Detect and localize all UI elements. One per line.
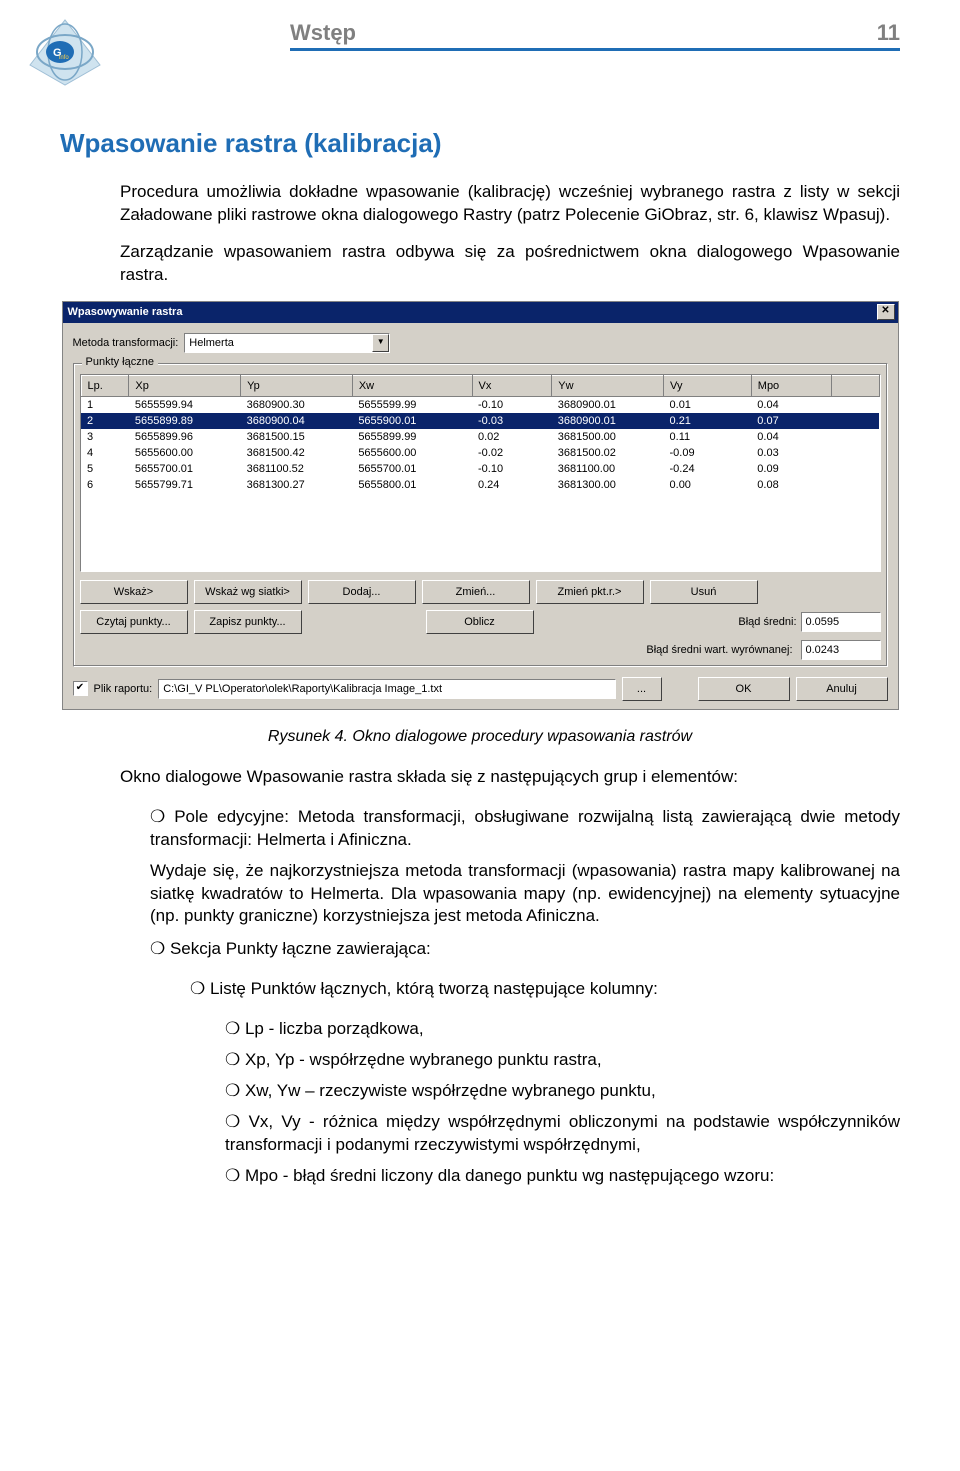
svg-text:info: info: [59, 55, 69, 61]
wska-button[interactable]: Wskaż>: [80, 580, 188, 604]
table-row[interactable]: 65655799.713681300.275655800.010.2436813…: [81, 477, 879, 493]
table-header[interactable]: Xp: [129, 375, 241, 396]
list-item: Xw, Yw – rzeczywiste współrzędne wybrane…: [225, 1080, 900, 1103]
raster-fit-dialog: Wpasowywanie rastra ✕ Metoda transformac…: [62, 301, 899, 710]
list-item: Listę Punktów łącznych, którą tworzą nas…: [190, 978, 900, 1001]
list-item: Vx, Vy - różnica między współrzędnymi ob…: [225, 1111, 900, 1157]
table-header[interactable]: [831, 375, 879, 396]
table-header[interactable]: Mpo: [751, 375, 831, 396]
chevron-down-icon[interactable]: ▼: [372, 334, 389, 352]
err-adj-field: 0.0243: [801, 640, 881, 660]
list-item: Xp, Yp - współrzędne wybranego punktu ra…: [225, 1049, 900, 1072]
table-row[interactable]: 35655899.963681500.155655899.990.0236815…: [81, 429, 879, 445]
table-header[interactable]: Vx: [472, 375, 552, 396]
table-header[interactable]: Yw: [552, 375, 664, 396]
section-title: Wpasowanie rastra (kalibracja): [60, 128, 900, 159]
dodaj-button[interactable]: Dodaj...: [308, 580, 416, 604]
report-path-field[interactable]: C:\GI_V PL\Operator\olek\Raporty\Kalibra…: [158, 679, 615, 699]
err-mean-field: 0.0595: [801, 612, 881, 632]
list-item: Mpo - błąd średni liczony dla danego pun…: [225, 1165, 900, 1188]
ok-button[interactable]: OK: [698, 677, 790, 701]
list-item: Lp - liczba porządkowa,: [225, 1018, 900, 1041]
report-label: Plik raportu:: [94, 683, 153, 695]
cancel-button[interactable]: Anuluj: [796, 677, 888, 701]
browse-button[interactable]: ...: [622, 677, 662, 701]
intro-paragraph-2: Zarządzanie wpasowaniem rastra odbywa si…: [120, 241, 900, 287]
oblicz-button[interactable]: Oblicz: [426, 610, 534, 634]
wska-wg-siatki-button[interactable]: Wskaż wg siatki>: [194, 580, 302, 604]
table-header[interactable]: Vy: [664, 375, 752, 396]
table-row[interactable]: 45655600.003681500.425655600.00-0.023681…: [81, 445, 879, 461]
czytaj-punkty-button[interactable]: Czytaj punkty...: [80, 610, 188, 634]
list-item: Sekcja Punkty łączne zawierająca:: [150, 938, 900, 961]
post-caption-text: Okno dialogowe Wpasowanie rastra składa …: [120, 766, 900, 789]
usu-button[interactable]: Usuń: [650, 580, 758, 604]
figure-caption: Rysunek 4. Okno dialogowe procedury wpas…: [60, 728, 900, 746]
points-table[interactable]: Lp.XpYpXwVxYwVyMpo 15655599.943680900.30…: [81, 375, 880, 493]
dialog-title: Wpasowywanie rastra: [68, 306, 183, 318]
list-item: Pole edycyjne: Metoda transformacji, obs…: [150, 806, 900, 929]
table-header[interactable]: Xw: [352, 375, 472, 396]
intro-paragraph-1: Procedura umożliwia dokładne wpasowanie …: [120, 181, 900, 227]
table-header[interactable]: Yp: [241, 375, 353, 396]
table-header[interactable]: Lp.: [81, 375, 129, 396]
group-legend: Punkty łączne: [82, 356, 158, 368]
header-title: Wstęp: [290, 20, 356, 46]
method-value: Helmerta: [189, 337, 234, 349]
header-page-number: 11: [877, 20, 900, 46]
method-label: Metoda transformacji:: [73, 337, 179, 349]
table-row[interactable]: 25655899.893680900.045655900.01-0.033680…: [81, 413, 879, 429]
table-row[interactable]: 15655599.943680900.305655599.99-0.103680…: [81, 396, 879, 413]
zmie-button[interactable]: Zmień...: [422, 580, 530, 604]
close-icon[interactable]: ✕: [877, 304, 895, 320]
err-mean-label: Błąd średni:: [738, 616, 796, 628]
report-checkbox[interactable]: ✔: [73, 681, 88, 696]
method-combo[interactable]: Helmerta ▼: [184, 333, 390, 353]
app-logo-icon: G info: [20, 10, 110, 90]
points-table-wrap: Lp.XpYpXwVxYwVyMpo 15655599.943680900.30…: [80, 374, 881, 572]
zmie-pkt-r-button[interactable]: Zmień pkt.r.>: [536, 580, 644, 604]
points-groupbox: Punkty łączne Lp.XpYpXwVxYwVyMpo 1565559…: [73, 363, 888, 667]
err-adj-label: Błąd średni wart. wyrównanej:: [646, 644, 792, 656]
table-row[interactable]: 55655700.013681100.525655700.01-0.103681…: [81, 461, 879, 477]
zapisz-punkty-button[interactable]: Zapisz punkty...: [194, 610, 302, 634]
